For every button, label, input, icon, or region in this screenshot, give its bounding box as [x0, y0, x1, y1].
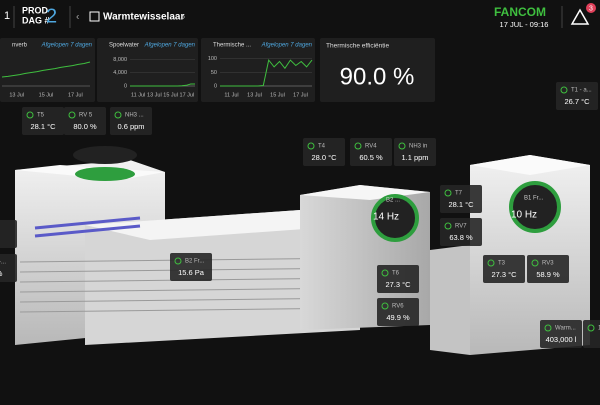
- x-tick-label: 11 Jul: [224, 92, 238, 98]
- day-left: 1: [4, 10, 10, 22]
- sensor-label: NH3 ...: [125, 113, 144, 119]
- day-number: 2: [46, 5, 57, 27]
- left-fan-ring: [75, 167, 135, 181]
- sensor-value: 28.0 °C: [311, 153, 337, 162]
- fan-label: B1 Fr...: [524, 196, 544, 202]
- sensor-value: 0.6 ppm: [117, 122, 144, 131]
- datetime: 17 JUL - 09:16: [500, 20, 549, 29]
- sensor-label: B2 Fr...: [185, 259, 205, 265]
- sensor-label: RV4: [365, 144, 377, 150]
- sensor-value: 80.0 %: [73, 122, 97, 131]
- connector: [430, 245, 470, 355]
- sensor-value: 1.1 ppm: [401, 153, 428, 162]
- card-subtitle: Afgelopen 7 dagen: [41, 43, 93, 49]
- sensor-tile[interactable]: [0, 254, 17, 282]
- fan-value: 14 Hz: [373, 212, 399, 223]
- sensor-tile[interactable]: [583, 320, 600, 348]
- sensor-label: T7: [455, 191, 463, 197]
- sensor-label: T4: [318, 144, 326, 150]
- sensor-label: T1 - a...: [571, 88, 592, 94]
- brand: FANCOM: [494, 5, 546, 19]
- sensor-value: 403,000 l: [546, 335, 577, 344]
- efficiency-title: Thermische efficiëntie: [326, 43, 389, 50]
- sensor-label: RV3: [542, 261, 554, 267]
- x-tick-label: 15 Jul: [39, 92, 54, 98]
- sensor-value: 28.1 °C: [448, 200, 474, 209]
- y-tick-label: 0: [214, 83, 217, 89]
- card-title: nverb: [12, 43, 28, 49]
- sensor-value: 8 %: [0, 269, 3, 278]
- sensor-label: RV6: [392, 304, 404, 310]
- y-tick-label: 0: [124, 83, 127, 89]
- sensor-label: RV7: [455, 224, 467, 230]
- sensor-value: 63.8 %: [449, 233, 473, 242]
- alert-count: 3: [589, 5, 593, 12]
- sensor-label: Warm...: [555, 326, 576, 332]
- y-tick-label: 50: [211, 70, 217, 76]
- efficiency-value: 90.0 %: [340, 63, 415, 90]
- x-tick-label: 11 Jul: [131, 92, 145, 98]
- card-title: Thermische ...: [213, 43, 251, 49]
- x-tick-label: 15 Jul: [163, 92, 178, 98]
- card-subtitle: Afgelopen 7 dagen: [144, 43, 196, 49]
- fan-label: B2 ...: [386, 198, 400, 204]
- left-fan: [73, 146, 137, 164]
- sensor-value: 27.3 °C: [385, 280, 411, 289]
- x-tick-label: 17 Jul: [180, 92, 195, 98]
- sensor-label: V6 -...: [0, 260, 6, 266]
- y-tick-label: 8,000: [113, 57, 127, 63]
- next-button[interactable]: ›: [182, 12, 185, 23]
- x-tick-label: 17 Jul: [68, 92, 83, 98]
- y-tick-label: 4,000: [113, 70, 127, 76]
- x-tick-label: 13 Jul: [9, 92, 24, 98]
- prev-button[interactable]: ‹: [76, 12, 79, 23]
- card-title: Spoelwater: [109, 43, 139, 49]
- sensor-value: 15.6 Pa: [178, 268, 205, 277]
- sensor-value: 27.3 °C: [491, 270, 517, 279]
- prod-label: PROD: [22, 5, 49, 15]
- sensor-label: RV 5: [79, 113, 93, 119]
- x-tick-label: 17 Jul: [293, 92, 308, 98]
- sensor-value: 26.7 °C: [564, 97, 590, 106]
- card-subtitle: Afgelopen 7 dagen: [261, 43, 313, 49]
- sensor-tile[interactable]: [0, 220, 17, 248]
- y-tick-label: 100: [208, 56, 217, 62]
- x-tick-label: 13 Jul: [147, 92, 162, 98]
- x-tick-label: 15 Jul: [270, 92, 285, 98]
- fan-value: 10 Hz: [511, 210, 537, 221]
- x-tick-label: 13 Jul: [247, 92, 262, 98]
- sensor-label: T6: [392, 271, 400, 277]
- sensor-label: T5: [37, 113, 45, 119]
- sensor-value: 49.9 %: [386, 313, 410, 322]
- sensor-value: 58.9 %: [536, 270, 560, 279]
- page-title[interactable]: Warmtewisselaar: [103, 12, 184, 23]
- sensor-value: 60.5 %: [359, 153, 383, 162]
- sensor-value: 28.1 °C: [30, 122, 56, 131]
- sensor-label: T3: [498, 261, 506, 267]
- sensor-label: NH3 in: [409, 144, 427, 150]
